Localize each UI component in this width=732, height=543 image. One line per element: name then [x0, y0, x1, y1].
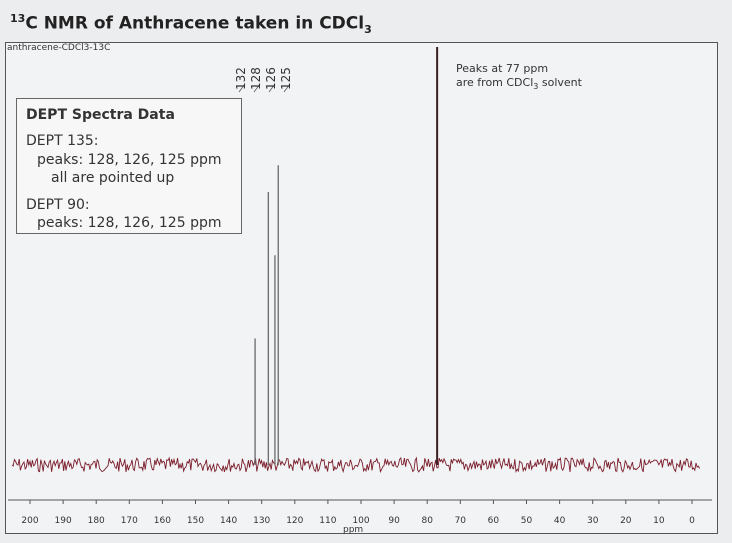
peak-connector-128 [253, 83, 261, 93]
x-tick-label-190: 190 [55, 516, 72, 526]
x-tick-label-120: 120 [286, 516, 303, 526]
x-tick-label-0: 0 [689, 516, 695, 526]
peak-label-132: 132 [234, 67, 248, 90]
x-tick-label-90: 90 [388, 516, 400, 526]
peak-connector-125 [283, 83, 291, 93]
peak-label-128: 128 [249, 67, 263, 90]
dept90-peaks: peaks: 128, 126, 125 ppm [37, 215, 222, 231]
solvent-note: Peaks at 77 ppm are from CDCl3 solvent [456, 62, 582, 92]
x-tick-label-130: 130 [253, 516, 270, 526]
x-tick-label-200: 200 [21, 516, 38, 526]
peak-connector-132 [238, 83, 246, 93]
dept135-direction: all are pointed up [51, 170, 175, 186]
x-tick-label-100: 100 [352, 516, 369, 526]
peak-label-125: 125 [279, 67, 293, 90]
peak-label-126: 126 [264, 67, 278, 90]
peak-connector-126 [268, 83, 276, 93]
x-tick-label-80: 80 [421, 516, 433, 526]
x-tick-label-160: 160 [154, 516, 171, 526]
x-tick-label-10: 10 [653, 516, 665, 526]
x-tick-label-150: 150 [187, 516, 204, 526]
dept-title: DEPT Spectra Data [26, 107, 175, 123]
x-axis-title: ppm [343, 525, 364, 535]
dept135-label: DEPT 135: [26, 133, 99, 149]
x-tick-label-60: 60 [488, 516, 500, 526]
x-tick-label-40: 40 [554, 516, 566, 526]
x-tick-label-140: 140 [220, 516, 237, 526]
x-tick-label-170: 170 [121, 516, 138, 526]
chart-title: 13C NMR of Anthracene taken in CDCl3 [10, 12, 372, 37]
spectrum-name: anthracene-CDCl3-13C [7, 43, 111, 53]
x-tick-label-70: 70 [455, 516, 467, 526]
x-tick-label-50: 50 [521, 516, 533, 526]
x-tick-label-20: 20 [620, 516, 632, 526]
x-tick-label-180: 180 [88, 516, 105, 526]
dept-data-box: DEPT Spectra Data DEPT 135: peaks: 128, … [16, 98, 242, 234]
dept90-label: DEPT 90: [26, 197, 90, 213]
x-tick-label-110: 110 [319, 516, 336, 526]
x-tick-label-30: 30 [587, 516, 599, 526]
noise-baseline [11, 456, 701, 474]
dept135-peaks: peaks: 128, 126, 125 ppm [37, 152, 222, 168]
